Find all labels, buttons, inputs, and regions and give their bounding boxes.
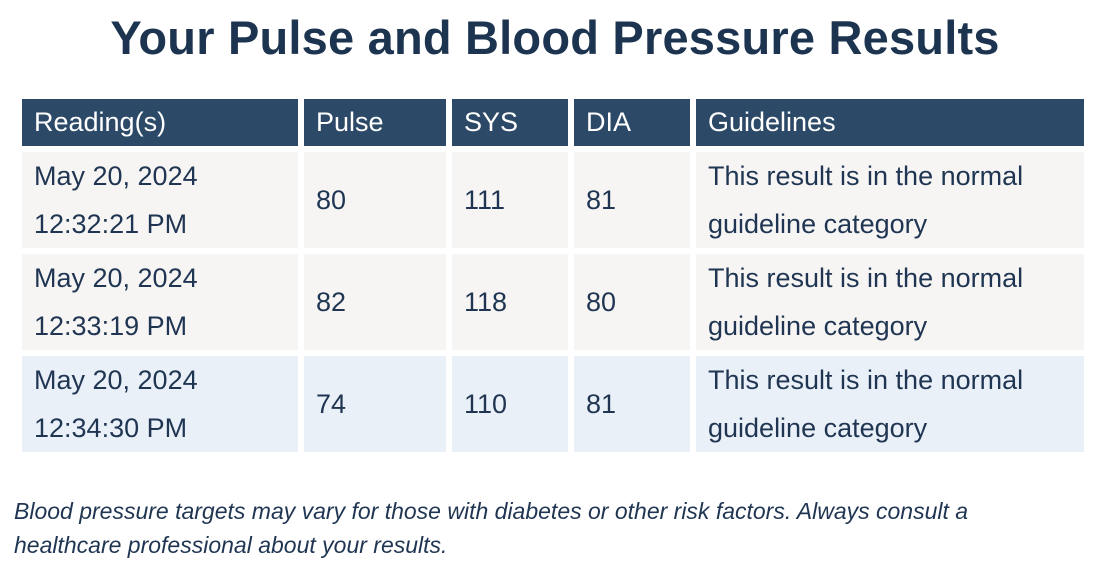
- reading-cell: May 20, 2024 12:32:21 PM: [22, 152, 298, 248]
- reading-cell: May 20, 2024 12:33:19 PM: [22, 254, 298, 350]
- guideline-cell: This result is in the normal guideline c…: [696, 254, 1084, 350]
- page-title: Your Pulse and Blood Pressure Results: [110, 11, 1000, 64]
- column-header-reading: Reading(s): [22, 99, 298, 146]
- reading-time: 12:33:19 PM: [34, 311, 188, 341]
- footnote-line: Blood pressure targets may vary for thos…: [14, 498, 969, 524]
- table-row: May 20, 2024 12:33:19 PM 82 118 80 This …: [22, 254, 1084, 350]
- reading-cell: May 20, 2024 12:34:30 PM: [22, 356, 298, 452]
- table-row: May 20, 2024 12:32:21 PM 80 111 81 This …: [22, 152, 1084, 248]
- footnote-line: healthcare professional about your resul…: [14, 532, 448, 558]
- guideline-text: This result is in the normal: [708, 161, 1024, 191]
- guideline-text: This result is in the normal: [708, 263, 1024, 293]
- table-header-row: Reading(s) Pulse SYS DIA Guidelines: [22, 99, 1084, 146]
- reading-time: 12:32:21 PM: [34, 209, 188, 239]
- dia-cell: 80: [574, 254, 690, 350]
- reading-date: May 20, 2024: [34, 365, 198, 395]
- dia-cell: 81: [574, 356, 690, 452]
- pulse-cell: 82: [304, 254, 446, 350]
- guideline-text: guideline category: [708, 209, 928, 239]
- column-header-sys: SYS: [452, 99, 568, 146]
- reading-date: May 20, 2024: [34, 161, 198, 191]
- sys-cell: 111: [452, 152, 568, 248]
- guideline-text: guideline category: [708, 413, 928, 443]
- sys-cell: 110: [452, 356, 568, 452]
- guideline-cell: This result is in the normal guideline c…: [696, 152, 1084, 248]
- column-header-guidelines: Guidelines: [696, 99, 1084, 146]
- guideline-cell: This result is in the normal guideline c…: [696, 356, 1084, 452]
- results-table: Reading(s) Pulse SYS DIA Guidelines May …: [16, 93, 1090, 458]
- sys-cell: 118: [452, 254, 568, 350]
- column-header-dia: DIA: [574, 99, 690, 146]
- dia-cell: 81: [574, 152, 690, 248]
- pulse-cell: 74: [304, 356, 446, 452]
- footnote: Blood pressure targets may vary for thos…: [14, 494, 1094, 562]
- table-row: May 20, 2024 12:34:30 PM 74 110 81 This …: [22, 356, 1084, 452]
- guideline-text: guideline category: [708, 311, 928, 341]
- reading-time: 12:34:30 PM: [34, 413, 188, 443]
- column-header-pulse: Pulse: [304, 99, 446, 146]
- reading-date: May 20, 2024: [34, 263, 198, 293]
- guideline-text: This result is in the normal: [708, 365, 1024, 395]
- pulse-cell: 80: [304, 152, 446, 248]
